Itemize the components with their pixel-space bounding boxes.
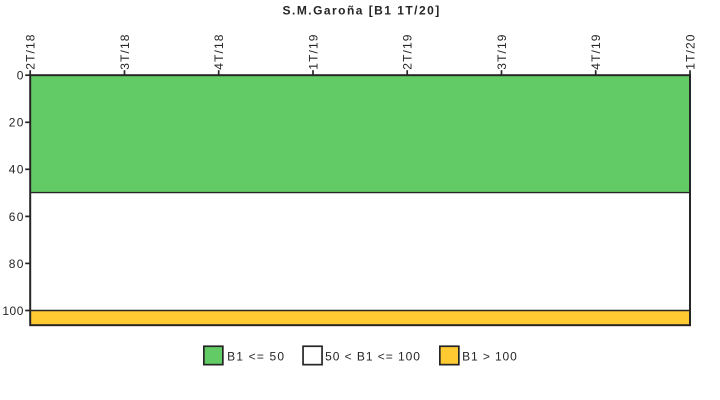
svg-text:0: 0 xyxy=(17,69,24,83)
svg-text:2T/18: 2T/18 xyxy=(24,34,38,70)
svg-text:B1 <= 50: B1 <= 50 xyxy=(227,350,284,364)
svg-text:50 < B1 <= 100: 50 < B1 <= 100 xyxy=(325,350,420,364)
svg-text:S.M.Garoña [B1 1T/20]: S.M.Garoña [B1 1T/20] xyxy=(283,4,440,18)
svg-text:100: 100 xyxy=(2,304,23,318)
svg-text:3T/19: 3T/19 xyxy=(495,34,509,70)
svg-text:3T/18: 3T/18 xyxy=(118,34,132,70)
svg-text:80: 80 xyxy=(9,257,24,271)
svg-text:1T/19: 1T/19 xyxy=(306,34,320,70)
svg-text:4T/18: 4T/18 xyxy=(212,34,226,70)
svg-text:60: 60 xyxy=(9,210,24,224)
svg-text:20: 20 xyxy=(9,116,24,130)
svg-text:40: 40 xyxy=(9,163,24,177)
svg-text:1T/20: 1T/20 xyxy=(683,34,697,70)
svg-text:B1 > 100: B1 > 100 xyxy=(462,350,517,364)
svg-text:2T/19: 2T/19 xyxy=(401,34,415,70)
svg-text:4T/19: 4T/19 xyxy=(589,34,603,70)
